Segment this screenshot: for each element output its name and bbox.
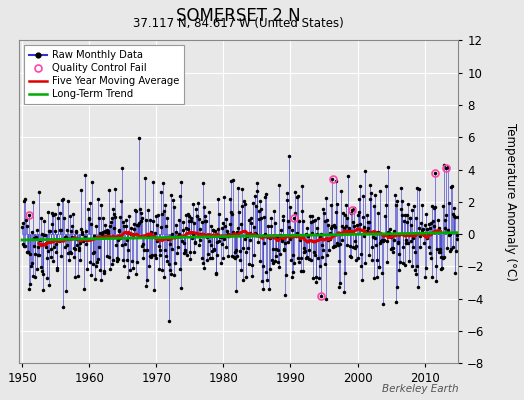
Y-axis label: Temperature Anomaly (°C): Temperature Anomaly (°C): [504, 123, 517, 281]
Title: SOMERSET 2 N: SOMERSET 2 N: [176, 7, 301, 25]
Text: Berkeley Earth: Berkeley Earth: [381, 384, 458, 394]
Legend: Raw Monthly Data, Quality Control Fail, Five Year Moving Average, Long-Term Tren: Raw Monthly Data, Quality Control Fail, …: [24, 45, 184, 104]
Text: 37.117 N, 84.617 W (United States): 37.117 N, 84.617 W (United States): [133, 18, 344, 30]
